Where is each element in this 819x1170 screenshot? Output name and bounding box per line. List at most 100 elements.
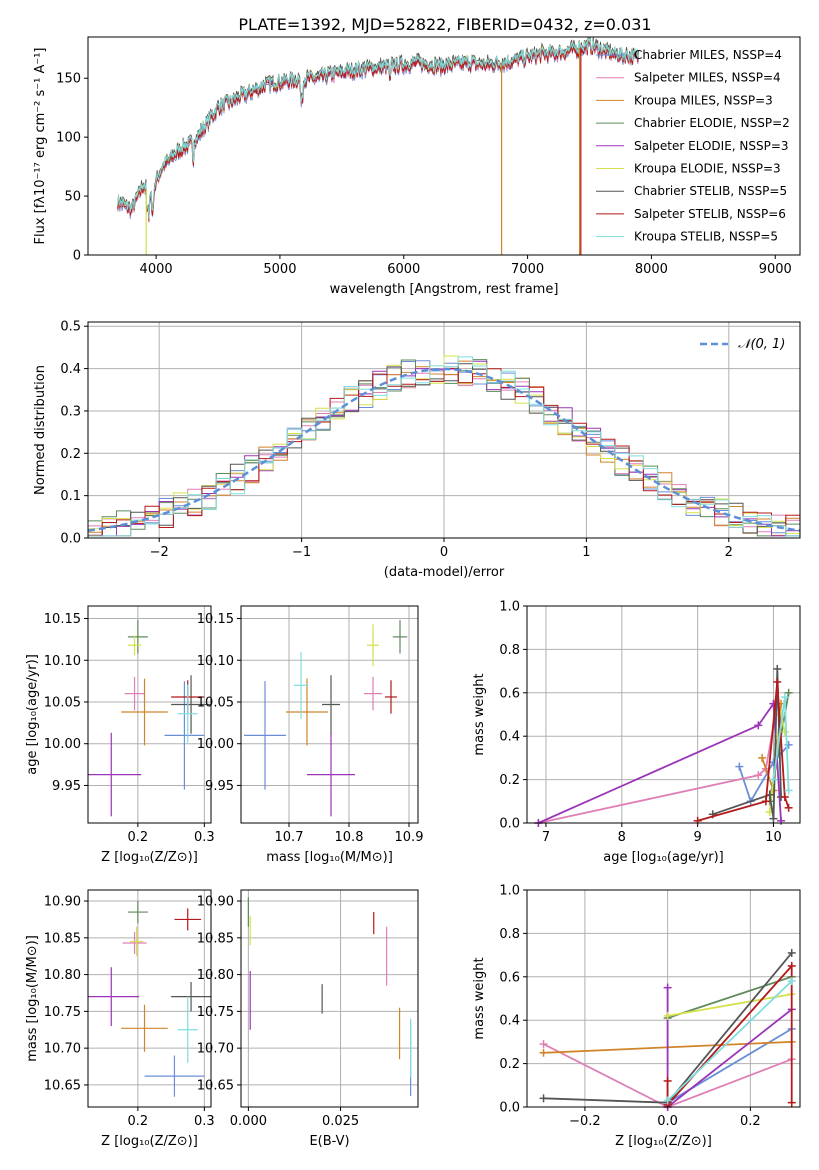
y-tick-label: 10.80 (44, 968, 81, 983)
y-tick-label: 0.4 (499, 1014, 520, 1029)
y-tick-label: 10.15 (197, 612, 234, 627)
y-axis-label: mass weight (472, 673, 487, 755)
y-tick-label: 0.0 (499, 1101, 520, 1116)
x-tick-label: 7 (542, 830, 550, 845)
y-tick-label: 0.2 (60, 447, 81, 462)
y-tick-label: 50 (64, 190, 81, 205)
y-tick-label: 10.05 (197, 695, 234, 710)
weight-line-chabrier-elodie (667, 975, 792, 1019)
x-tick-label: 0.3 (194, 1114, 215, 1129)
x-axis-label: E(B-V) (309, 1134, 349, 1149)
spectrum-line-chabrier-miles (117, 42, 639, 222)
mass_vs_ebv-axes: 0.000 0.025 10.65 10.70 10.75 10.80 10.85 10.90… (197, 889, 419, 1149)
y-tick-label: 10.65 (197, 1078, 234, 1093)
axes-frame (87, 605, 212, 824)
x-tick-label: −1 (292, 545, 311, 560)
axes-frame (526, 889, 801, 1108)
legend-label: Chabrier STELIB, NSSP=5 (634, 184, 787, 198)
weight-line-salpeter-miles (543, 1043, 793, 1107)
normal-curve (87, 367, 801, 532)
x-tick-label: 0.2 (740, 1114, 761, 1129)
x-tick-label: 7000 (511, 262, 544, 277)
axes-frame (526, 605, 801, 824)
figure-title: PLATE=1392, MJD=52822, FIBERID=0432, z=0… (238, 15, 651, 34)
y-tick-label: 10.75 (197, 1005, 234, 1020)
y-tick-label: 1.0 (499, 600, 520, 615)
legend-label: Chabrier ELODIE, NSSP=2 (634, 116, 790, 130)
y-tick-label: 10.10 (44, 654, 81, 669)
weight-line-kroupa-stelib (666, 980, 793, 1102)
residuals-axes: −2 −1 0 1 2 0.0 0.1 0.2 0.3 0.4 0.5 (data-model)/er… (33, 320, 801, 580)
y-tick-label: 10.90 (44, 895, 81, 910)
axes-frame (240, 889, 419, 1108)
spectrum-line-chabrier-elodie (117, 39, 639, 220)
axes-frame (87, 321, 801, 539)
y-tick-label: 0.8 (499, 927, 520, 942)
y-tick-label: 10.10 (197, 654, 234, 669)
x-tick-label: 0.000 (230, 1114, 267, 1129)
legend-label: Kroupa STELIB, NSSP=5 (634, 230, 778, 244)
weight-line-chabrier-miles (738, 744, 790, 804)
y-tick-label: 10.05 (44, 695, 81, 710)
x-tick-label: 0.2 (128, 830, 149, 845)
histogram-kroupa-stelib (88, 356, 800, 537)
legend-label: Salpeter STELIB, NSSP=6 (634, 207, 786, 221)
x-tick-label: 9000 (759, 262, 792, 277)
y-tick-label: 0.8 (499, 643, 520, 658)
y-tick-label: 150 (56, 72, 81, 87)
legend-label: Salpeter MILES, NSSP=4 (634, 71, 781, 85)
spectrum-line-kroupa-stelib (117, 37, 639, 219)
massweight_vs_age-axes: 7 8 9 10 0.0 0.2 0.4 0.6 0.8 1.0 age [log₁₀(age/yr… (472, 600, 801, 865)
x-tick-label: 10.9 (395, 830, 424, 845)
legend-label: Kroupa ELODIE, NSSP=3 (634, 162, 781, 176)
x-axis-label: (data-model)/error (384, 565, 505, 580)
spectrum-axes: 4000 5000 6000 7000 8000 9000 0 50 100 150 wavelen… (33, 36, 801, 297)
y-tick-label: 0.5 (60, 320, 81, 335)
mass_vs_Z-axes: 0.2 0.3 10.65 10.70 10.75 10.80 10.85 10.90 Z [l… (25, 889, 215, 1149)
x-axis-label: Z [log₁₀(Z/Z⊙)] (615, 1134, 712, 1149)
x-axis-label: Z [log₁₀(Z/Z⊙)] (101, 850, 198, 865)
y-tick-label: 100 (56, 131, 81, 146)
y-tick-label: 0.3 (60, 404, 81, 419)
y-tick-label: 0.4 (499, 730, 520, 745)
y-tick-label: 10.85 (197, 931, 234, 946)
weight-line-salpeter-elodie (666, 987, 793, 1107)
weight-line-kroupa-elodie (667, 993, 792, 1017)
y-tick-label: 9.95 (205, 779, 234, 794)
x-tick-label: 9 (693, 830, 701, 845)
y-tick-label: 10.15 (44, 612, 81, 627)
axes-frame (87, 889, 212, 1108)
age_vs_mass-axes: 10.7 10.8 10.9 9.95 10.00 10.05 10.10 10.15 mass… (197, 605, 424, 865)
x-axis-label: Z [log₁₀(Z/Z⊙)] (101, 1134, 198, 1149)
y-tick-label: 0.2 (499, 1057, 520, 1072)
x-tick-label: 4000 (140, 262, 173, 277)
age_vs_Z-axes: 0.2 0.3 9.95 10.00 10.05 10.10 10.15 Z [log₁₀(Z… (25, 605, 215, 865)
y-tick-label: 1.0 (499, 884, 520, 899)
y-axis-label: Flux [fλ10⁻¹⁷ erg cm⁻² s⁻¹ A⁻¹] (33, 48, 48, 245)
y-tick-label: 9.95 (52, 779, 81, 794)
x-tick-label: 2 (725, 545, 733, 560)
y-tick-label: 10.70 (44, 1042, 81, 1057)
panels: 4000 5000 6000 7000 8000 9000050100150wavelen… (25, 36, 801, 1149)
x-tick-label: −0.2 (569, 1114, 601, 1129)
legend-label: Chabrier MILES, NSSP=4 (634, 48, 782, 62)
y-tick-label: 10.90 (197, 895, 234, 910)
massweight_vs_Z-axes: −0.2 0.0 0.2 0.0 0.2 0.4 0.6 0.8 1.0 Z [log₁₀(Z/Z… (472, 884, 801, 1149)
y-tick-label: 10.70 (197, 1042, 234, 1057)
x-tick-label: 10.7 (275, 830, 304, 845)
x-tick-label: 10 (765, 830, 782, 845)
legend-label: Kroupa MILES, NSSP=3 (634, 93, 773, 107)
x-tick-label: 1 (582, 545, 590, 560)
x-tick-label: 8000 (635, 262, 668, 277)
y-tick-label: 10.85 (44, 931, 81, 946)
y-axis-label: mass [log₁₀(M/M⊙)] (25, 935, 40, 1062)
x-tick-label: 8 (618, 830, 626, 845)
y-tick-label: 0.2 (499, 773, 520, 788)
y-tick-label: 0.6 (499, 686, 520, 701)
y-tick-label: 10.65 (44, 1078, 81, 1093)
y-tick-label: 0 (73, 249, 81, 264)
y-tick-label: 0.6 (499, 970, 520, 985)
x-tick-label: 0.025 (322, 1114, 359, 1129)
x-tick-label: −2 (150, 545, 169, 560)
histogram-salpeter-stelib (88, 367, 800, 536)
